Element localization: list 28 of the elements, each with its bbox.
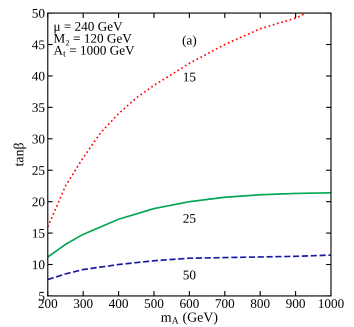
y-tick-label: 15 [32,228,44,238]
y-tick-label: 20 [32,197,45,206]
annotation: 15 [184,72,196,82]
x-tick-label: 600 [180,299,199,308]
x-tick-label: 900 [286,299,305,308]
line-series [48,192,331,258]
y-tick-label: 40 [32,72,45,81]
y-tick-label: 10 [32,260,45,270]
annotation: (a) [182,35,196,48]
x-tick-label: 400 [108,299,128,308]
y-axis-title: tanβ [14,143,26,166]
x-tick-label: 200 [38,299,58,308]
x-tick-label: 800 [250,299,270,308]
annotation: μ = 240 GeV M₂ = 120 GeV A$_{t}$ = 1000 GeV [54,22,134,56]
x-axis-title: m$_{A}$ (GeV) [161,312,218,325]
y-tick-label: 50 [32,8,45,18]
y-tick-label: 5 [39,292,44,301]
y-tick-label: 35 [32,103,44,112]
y-tick-label: 45 [32,40,44,50]
line-series [48,254,331,280]
y-tick-label: 25 [32,166,44,175]
x-tick-label: 500 [144,299,164,308]
x-tick-label: 300 [74,299,93,308]
annotation: 25 [183,214,196,223]
x-tick-label: 700 [216,299,234,308]
x-tick-label: 1000 [318,299,344,308]
annotation: 50 [184,270,196,280]
y-tick-label: 30 [32,134,45,144]
